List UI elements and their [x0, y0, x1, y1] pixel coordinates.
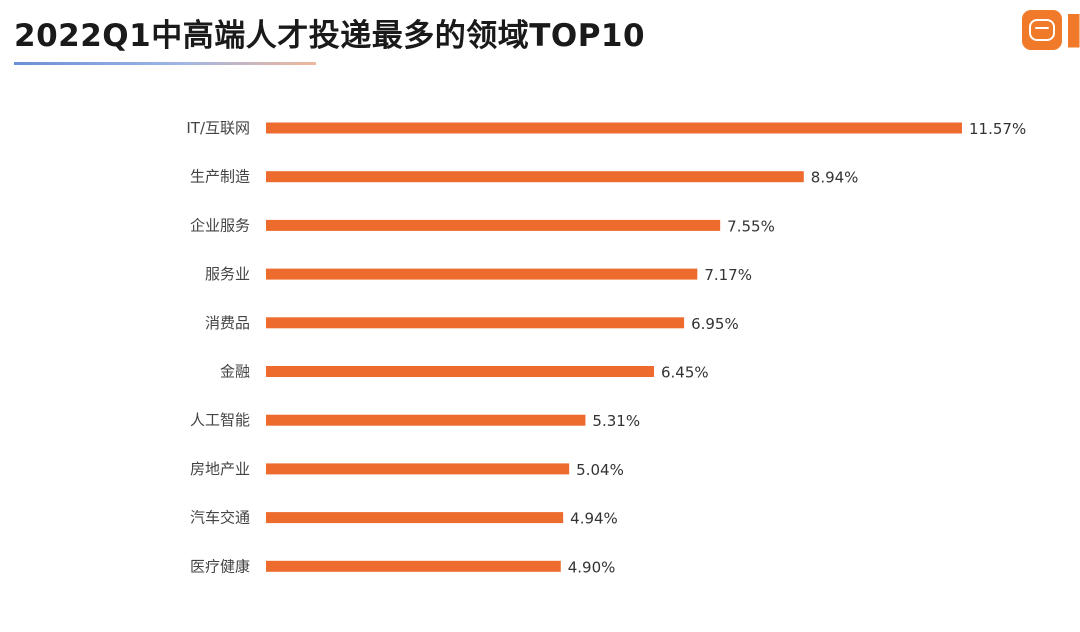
- bar: [266, 122, 962, 134]
- value-label: 7.17%: [704, 266, 752, 284]
- title-underline: [14, 62, 316, 65]
- bar: [266, 317, 685, 329]
- category-label: 房地产业: [190, 460, 250, 478]
- page-title: 2022Q1中高端人才投递最多的领域TOP10: [14, 18, 646, 54]
- category-label: 汽车交通: [190, 509, 250, 527]
- category-label: 消费品: [205, 314, 250, 332]
- value-label: 8.94%: [811, 169, 859, 187]
- bar: [266, 171, 804, 183]
- zhaopin-logo-icon: [1022, 10, 1062, 50]
- category-label: 生产制造: [190, 168, 250, 186]
- bar: [266, 268, 698, 280]
- value-label: 5.31%: [592, 412, 640, 430]
- value-label: 7.55%: [727, 217, 775, 235]
- category-label: 人工智能: [190, 411, 250, 429]
- category-label: 医疗健康: [190, 557, 250, 575]
- category-label: 服务业: [205, 265, 250, 283]
- chat-bubble-icon: [1029, 19, 1055, 41]
- bar: [266, 414, 586, 426]
- value-label: 4.94%: [570, 510, 618, 528]
- bar: [266, 560, 561, 572]
- bar: [266, 463, 570, 475]
- value-label: 11.57%: [969, 120, 1026, 138]
- logo-edge-glyph: ▌: [1068, 14, 1080, 48]
- category-label: 企业服务: [190, 216, 250, 234]
- bar: [266, 512, 564, 524]
- value-label: 5.04%: [576, 461, 624, 479]
- value-label: 4.90%: [568, 558, 616, 576]
- value-label: 6.45%: [661, 364, 709, 382]
- category-label: IT/互联网: [186, 119, 250, 137]
- category-label: 金融: [220, 363, 250, 381]
- bar: [266, 219, 721, 231]
- value-label: 6.95%: [691, 315, 739, 333]
- bar: [266, 366, 655, 377]
